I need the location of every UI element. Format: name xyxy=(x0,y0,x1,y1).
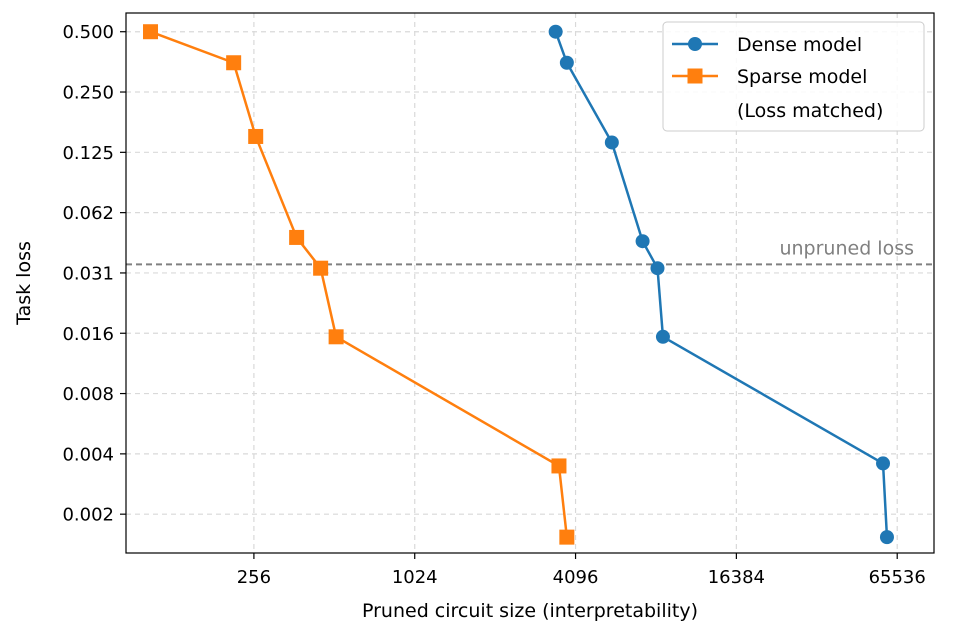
y-tick-label: 0.125 xyxy=(62,143,114,164)
series-line-sparse xyxy=(150,30,569,538)
reference-line: unpruned loss xyxy=(126,237,934,266)
legend-note: (Loss matched) xyxy=(737,100,883,122)
legend-sparse-label: Sparse model xyxy=(737,66,867,88)
sparse-data-point xyxy=(328,329,344,345)
y-tick-label: 0.008 xyxy=(62,384,114,405)
sparse-data-point xyxy=(143,24,159,40)
y-axis-label: Task loss xyxy=(13,241,35,326)
dense-data-point xyxy=(559,55,574,70)
legend-sparse-marker xyxy=(687,68,703,84)
y-tick-label: 0.004 xyxy=(62,444,114,465)
y-tick-label: 0.250 xyxy=(62,83,114,104)
x-tick-label: 65536 xyxy=(869,567,926,588)
legend-dense-marker xyxy=(688,37,702,51)
y-tick-label: 0.016 xyxy=(62,324,114,345)
sparse-data-point xyxy=(551,458,567,474)
sparse-data-point xyxy=(289,229,305,245)
x-tick-label: 1024 xyxy=(392,567,438,588)
unpruned-loss-label: unpruned loss xyxy=(779,237,914,259)
plot-frame xyxy=(125,12,935,554)
sparse-data-point xyxy=(313,260,329,276)
legend-dense-label: Dense model xyxy=(737,34,862,56)
legend-box xyxy=(662,21,925,132)
sparse-data-point xyxy=(559,529,575,545)
dense-data-point xyxy=(604,135,619,150)
x-tick-label: 16384 xyxy=(708,567,765,588)
dense-data-point xyxy=(635,234,650,249)
x-axis-label: Pruned circuit size (interpretability) xyxy=(362,600,698,622)
axis-ticks: 256 1024 4096 16384 65536 0.500 0.250 0.125 0.06… xyxy=(62,22,925,588)
dense-data-point xyxy=(655,329,670,344)
series-line-dense xyxy=(554,31,889,538)
y-tick-label: 0.062 xyxy=(62,203,114,224)
series xyxy=(143,24,894,545)
y-tick-label: 0.031 xyxy=(62,263,114,284)
dense-data-point xyxy=(879,530,894,545)
sparse-data-point xyxy=(248,128,264,144)
y-tick-label: 0.500 xyxy=(62,22,114,43)
dense-data-point xyxy=(650,261,665,276)
x-tick-label: 4096 xyxy=(553,567,599,588)
x-tick-label: 256 xyxy=(237,567,271,588)
y-tick-label: 0.002 xyxy=(62,505,114,526)
legend: Dense model Sparse model (Loss matched) xyxy=(662,21,925,132)
sparse-data-point xyxy=(226,55,242,71)
dense-data-point xyxy=(548,24,563,39)
dense-data-point xyxy=(876,456,891,471)
